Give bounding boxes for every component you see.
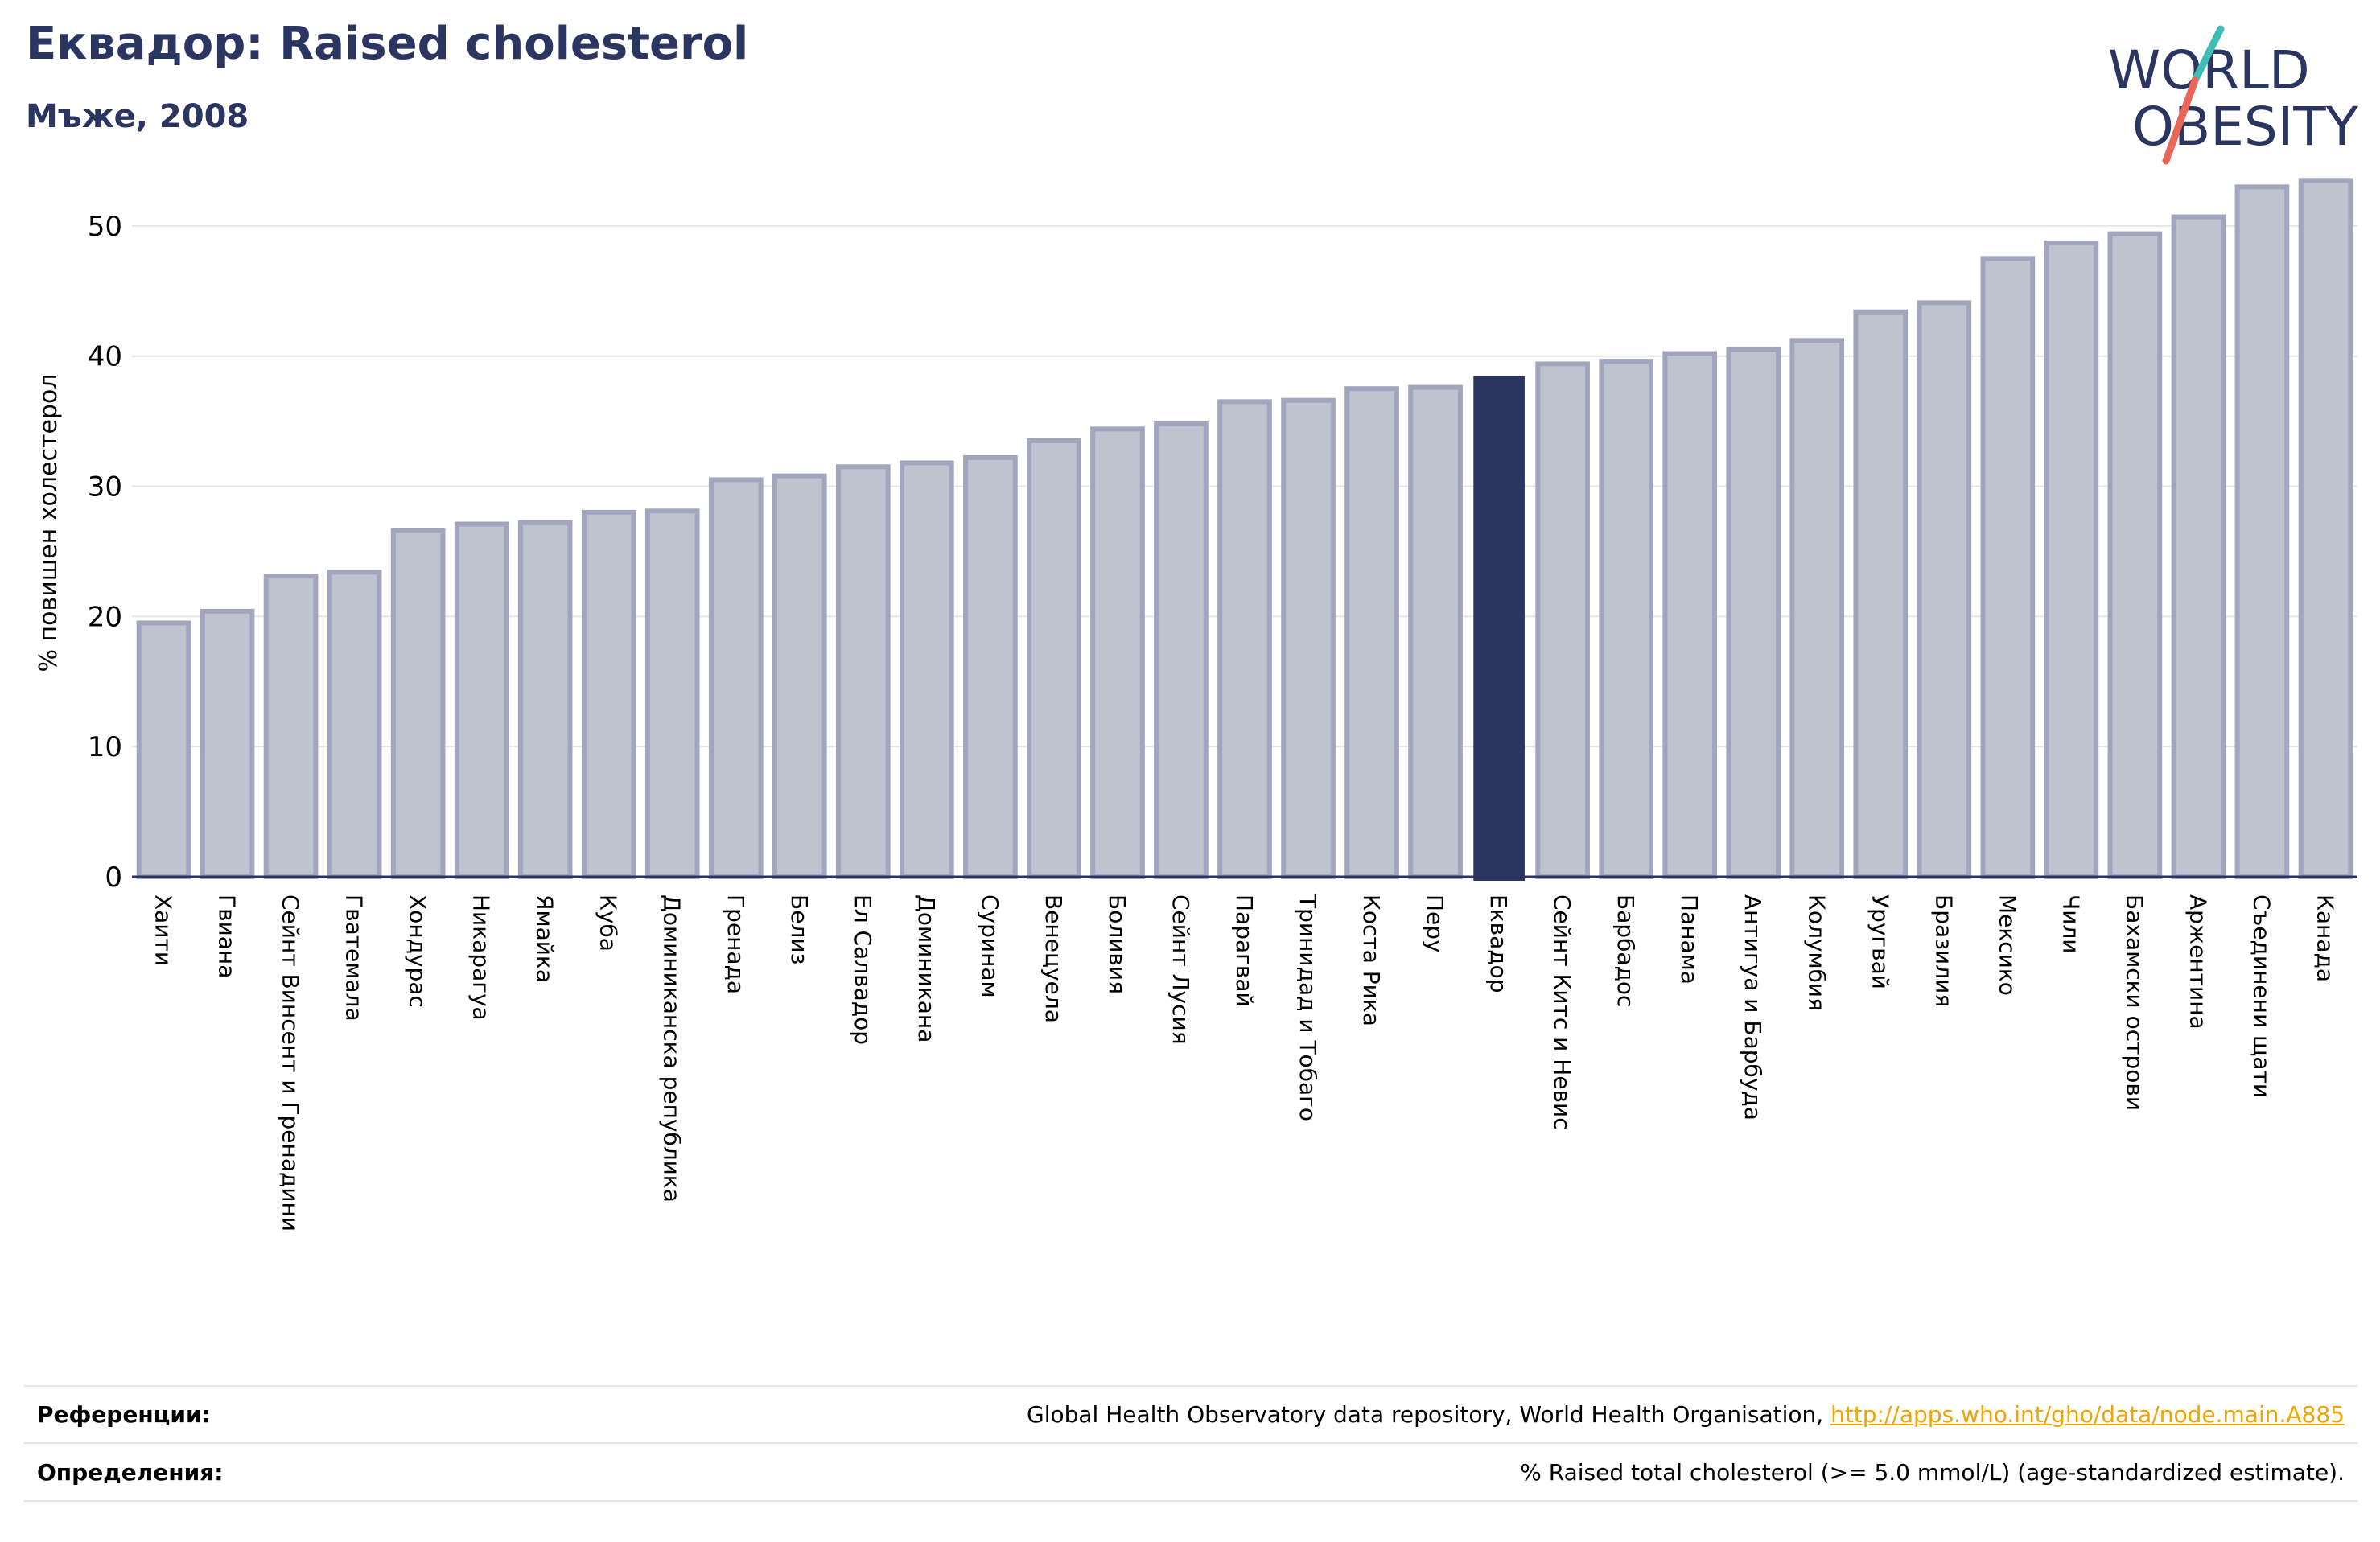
x-tick-label: Сейнт Китс и Невис [1549,894,1575,1130]
y-axis-label: % повишен холестерол [35,374,63,672]
x-tick-label: Белиз [786,894,813,964]
bar [1789,338,1845,879]
bar [1662,351,1718,879]
x-tick-label: Перу [1422,894,1448,953]
x-tick-label: Суринам [977,894,1003,998]
x-tick-label: Гвиана [214,894,241,978]
x-tick-label: Чили [2057,894,2084,954]
bar [1980,256,2036,879]
x-tick-label: Ел Салвадор [850,894,876,1045]
x-tick-label: Хондурас [405,894,431,1008]
x-tick-label: Сейнт Винсент и Гренадини [278,894,304,1232]
x-tick-label: Ямайка [532,894,558,983]
x-tick-label: Гренада [723,894,749,994]
x-tick-label: Венецуела [1040,894,1067,1023]
bar [1281,397,1336,879]
bar [263,574,319,879]
bar [708,477,764,879]
references-label: Референции: [37,1401,211,1428]
bar [1853,309,1909,879]
bar [900,460,954,879]
x-tick-label: Бразилия [1930,894,1957,1007]
y-tick-label: 30 [88,471,122,504]
logo-slash-teal-icon [2191,25,2225,84]
bar-chart: 0 10 20 30 40 50 Хаити Гвиана Сейнт Винсент и Гр… [35,178,2357,1232]
bar [1344,386,1399,879]
bar [517,520,573,879]
references-source: Global Health Observatory data repositor… [1027,1401,1831,1428]
page-title: Еквадор: Raised cholesterol [26,18,749,70]
bar [454,521,509,879]
x-tick-label: Панама [1676,894,1703,985]
bar [963,454,1018,879]
world-obesity-logo: WORLD OBESITY [2108,25,2359,165]
bar [1726,347,1781,879]
x-tick-label: Доминикана [913,894,940,1042]
bar [1535,361,1590,880]
logo-slash-red-icon [2162,76,2199,165]
bar [2044,240,2099,880]
bar [390,528,446,880]
x-tick-label: Боливия [1104,894,1130,994]
bar [200,608,255,880]
y-tick-label: 0 [105,861,122,894]
page-subtitle: Мъже, 2008 [26,98,249,135]
bar [581,509,636,880]
bar [1408,384,1463,879]
bar [1027,438,1081,879]
x-tick-label: Бахамски острови [2121,894,2147,1111]
bar [1217,399,1272,879]
definitions-label: Определения: [37,1459,224,1486]
x-tick-label: Никарагуа [468,894,495,1021]
bar [2107,231,2163,880]
y-tick-label: 50 [88,211,122,243]
x-tick-label: Колумбия [1803,894,1830,1011]
x-tick-label: Антигуа и Барбуда [1740,894,1766,1121]
definitions-text: % Raised total cholesterol (>= 5.0 mmol/… [1520,1459,2345,1486]
x-tick-label: Еквадор [1485,894,1512,993]
divider [24,1500,2357,1502]
bar [1154,421,1209,879]
x-tick-label: Съединени щати [2248,894,2275,1098]
axes: 0 10 20 30 40 50 Хаити Гвиана Сейнт Винсент и Гр… [88,211,2357,1232]
bar [644,508,700,879]
x-tick-label: Коста Рика [1358,894,1385,1026]
x-tick-label: Барбадос [1612,894,1639,1007]
y-tick-label: 20 [88,601,122,633]
x-tick-label: Тринидад и Тобаго [1295,894,1321,1121]
bar [136,620,191,879]
references-link[interactable]: http://apps.who.int/gho/data/node.main.A… [1830,1401,2345,1428]
bars [136,178,2353,882]
bar [1090,426,1145,879]
x-tick-label: Парагвай [1231,894,1258,1007]
bar [2234,184,2290,879]
divider [24,1442,2357,1444]
bar [2298,178,2353,880]
x-tick-label: Канада [2312,894,2338,982]
x-tick-label: Аржентина [2184,894,2211,1030]
references-text: Global Health Observatory data repositor… [1027,1401,2345,1428]
bar-highlight [1473,376,1525,882]
divider [24,1385,2357,1387]
bar [836,464,891,879]
bar [1917,300,1972,879]
x-tick-label: Сейнт Лусия [1167,894,1194,1045]
x-tick-label: Уругвай [1867,894,1893,989]
x-tick-label: Мексико [1994,894,2020,996]
x-tick-label: Гватемала [341,894,368,1022]
x-tick-label: Хаити [150,894,177,966]
x-tick-label: Доминиканска република [659,894,686,1203]
bar [2171,214,2226,879]
x-tick-label: Куба [595,894,622,952]
y-tick-label: 10 [88,731,122,763]
bar [1599,359,1653,879]
y-tick-label: 40 [88,341,122,373]
bar [327,570,382,879]
bar [772,473,827,879]
